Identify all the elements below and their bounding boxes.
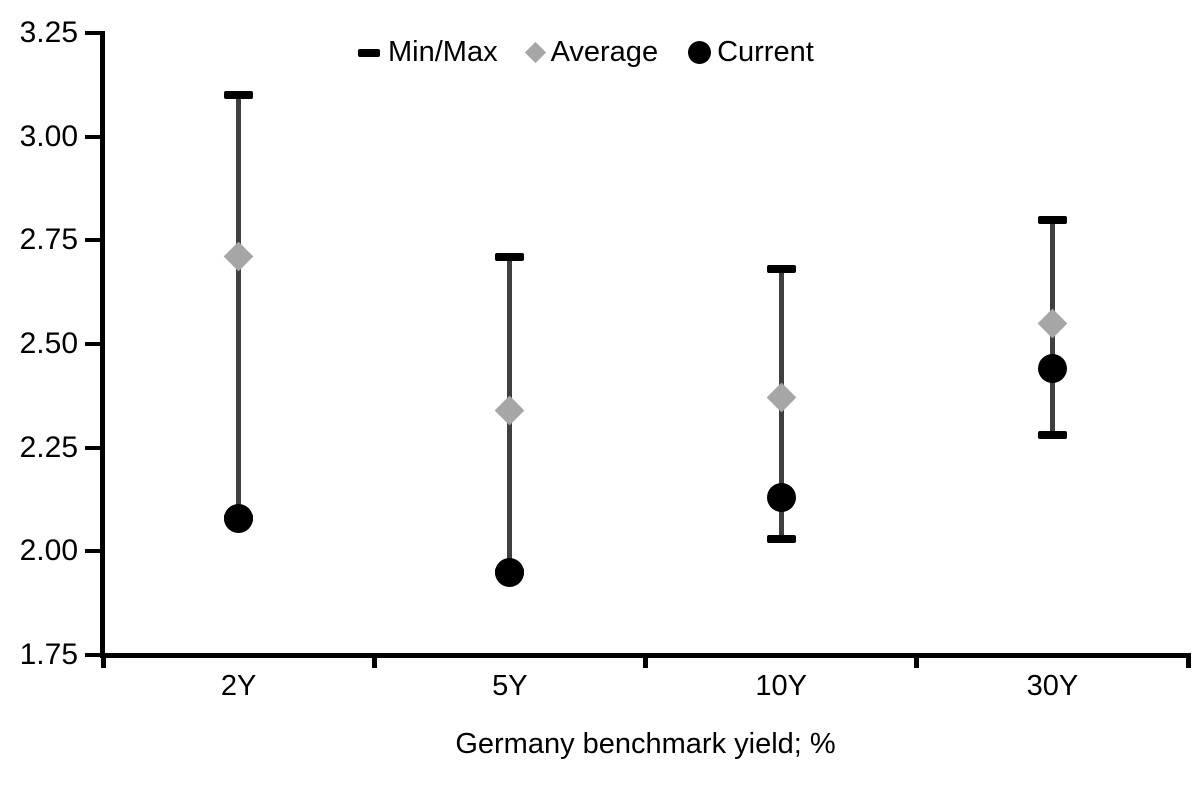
y-tick-label: 1.75 <box>19 638 78 671</box>
legend: Min/Max Average Current <box>358 36 814 69</box>
y-tick <box>85 31 103 35</box>
min-cap <box>766 534 796 543</box>
y-tick <box>85 134 103 139</box>
dash-icon <box>358 48 380 57</box>
max-cap <box>224 91 254 100</box>
x-tick <box>1185 655 1191 668</box>
y-tick-label: 2.00 <box>19 534 78 568</box>
circle-icon <box>688 41 712 64</box>
average-diamond-marker <box>495 395 525 426</box>
y-tick <box>85 445 103 450</box>
x-tick <box>643 655 648 668</box>
y-tick-label: 2.75 <box>19 223 78 257</box>
legend-label: Min/Max <box>388 36 498 68</box>
y-tick <box>85 238 103 243</box>
current-circle-marker <box>766 482 796 512</box>
y-tick-label: 2.25 <box>19 430 78 464</box>
y-tick <box>85 342 103 346</box>
legend-label: Current <box>717 36 814 68</box>
x-tick-label: 30Y <box>1026 670 1079 702</box>
max-cap <box>1037 215 1067 224</box>
y-tick <box>85 653 103 657</box>
y-tick-label: 2.50 <box>19 327 78 360</box>
x-tick <box>371 655 377 668</box>
x-tick-label: 5Y <box>492 670 528 702</box>
average-diamond-marker <box>223 242 254 272</box>
min-cap <box>1037 431 1067 440</box>
x-axis-title: Germany benchmark yield; % <box>455 728 836 760</box>
max-cap <box>495 252 525 261</box>
max-cap <box>766 265 796 274</box>
y-tick <box>85 549 103 554</box>
x-tick-label: 2Y <box>220 670 257 702</box>
current-circle-marker <box>1037 354 1067 384</box>
current-circle-marker <box>224 503 254 533</box>
legend-label: Average <box>550 36 659 68</box>
average-diamond-marker <box>766 383 796 413</box>
average-diamond-marker <box>1037 308 1068 339</box>
x-tick <box>100 655 106 668</box>
legend-item-min-max: Min/Max <box>358 36 498 69</box>
y-tick-label: 3.00 <box>19 119 78 153</box>
x-tick <box>914 655 920 668</box>
y-tick-label: 3.25 <box>19 16 78 49</box>
x-tick-label: 10Y <box>755 670 807 702</box>
diamond-icon <box>524 41 546 64</box>
legend-item-current: Current <box>688 36 814 69</box>
current-circle-marker <box>495 557 525 587</box>
min-max-whisker <box>236 95 242 519</box>
legend-item-average: Average <box>524 36 659 69</box>
